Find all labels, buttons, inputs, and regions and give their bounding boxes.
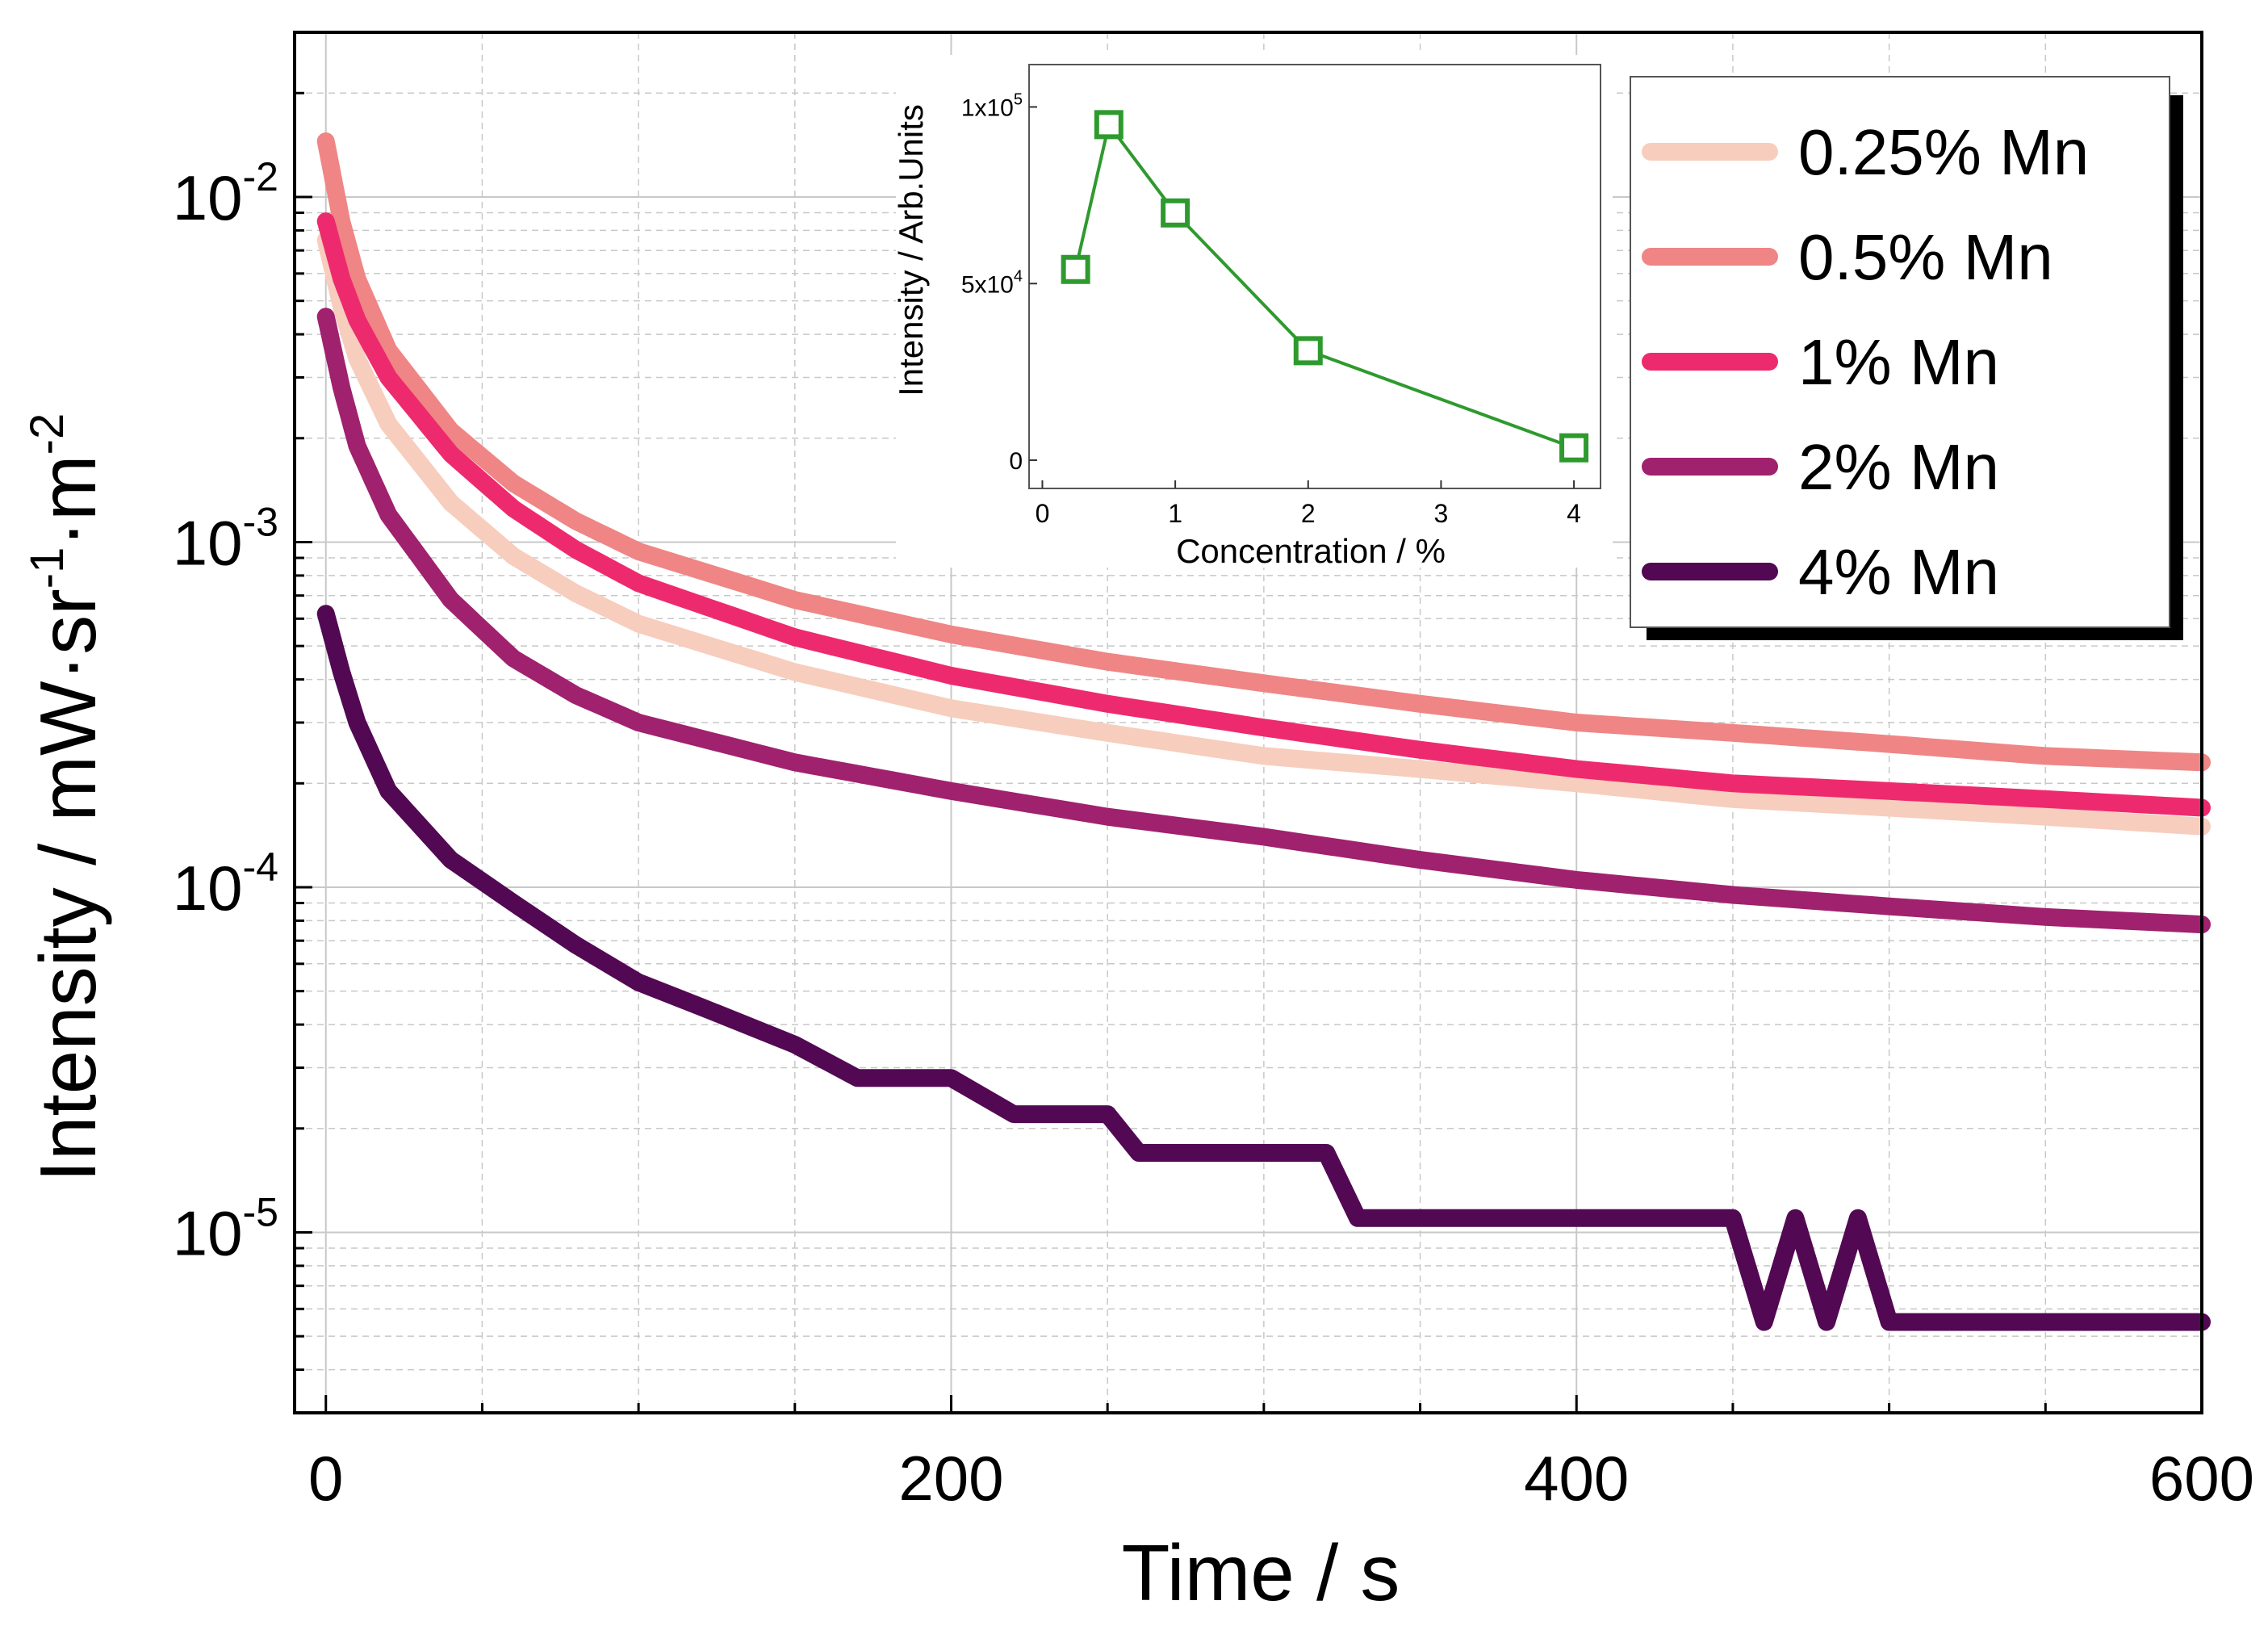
inset-x-tick-label: 3: [1434, 499, 1449, 528]
y-axis-title: Intensity / mW·sr-1·m-2: [21, 413, 112, 1183]
inset-x-tick-label: 0: [1036, 499, 1050, 528]
inset-marker: [1293, 336, 1323, 366]
inset-chart: 0 1 2 3 4 0 5x104 1x105 Concentration / % Inten…: [892, 55, 1613, 570]
inset-x-tick-label: 1: [1168, 499, 1182, 528]
y-tick-label: 10-5: [173, 1189, 278, 1268]
x-tick-label: 200: [898, 1443, 1003, 1514]
x-tick-label: 400: [1524, 1443, 1629, 1514]
legend-label-2: 0.5% Mn: [1798, 221, 2053, 293]
legend-box: [1630, 76, 2170, 628]
inset-marker: [1161, 198, 1190, 228]
y-tick-label: 10-2: [173, 154, 278, 233]
legend-label-4: 2% Mn: [1798, 431, 1999, 503]
inset-x-tick-label: 4: [1567, 499, 1581, 528]
series-line-2: [316, 132, 2211, 772]
x-tick-label: 0: [308, 1443, 343, 1514]
x-tick-label: 600: [2149, 1443, 2254, 1514]
main-ticks: [295, 31, 2203, 1414]
inset-x-tick-label: 2: [1301, 499, 1316, 528]
y-axis-title-mid: ·m: [23, 455, 112, 547]
series-line-4: [316, 308, 2211, 934]
inset-series-group: [1061, 110, 1589, 463]
inset-y-tick-label: 5x104: [961, 267, 1023, 298]
y-tick-label: 10-3: [173, 499, 278, 578]
legend-label-3: 1% Mn: [1798, 326, 1999, 398]
series-line-3: [316, 212, 2211, 817]
inset-marker: [1559, 433, 1589, 463]
inset-tick-labels: 0 1 2 3 4 0 5x104 1x105: [961, 91, 1581, 529]
main-series-group: [316, 132, 2211, 1331]
inset-y-axis-title: Intensity / Arb.Units: [892, 104, 930, 396]
legend-label-1: 0.25% Mn: [1798, 116, 2089, 188]
inset-marker: [1094, 110, 1124, 140]
y-axis-title-main: Intensity / mW·sr: [23, 589, 112, 1182]
inset-plot-frame: [1028, 64, 1601, 489]
inset-background: [896, 55, 1613, 568]
inset-y-tick-label: 1x105: [961, 91, 1023, 122]
inset-ticks: [1029, 106, 1575, 488]
y-tick-label: 10-4: [173, 844, 278, 924]
inset-marker: [1061, 254, 1090, 284]
y-axis-title-sup1: -1: [21, 547, 73, 589]
inset-x-axis-title: Concentration / %: [1176, 532, 1446, 570]
inset-y-tick-label: 0: [1009, 448, 1023, 475]
series-line-1: [316, 231, 2211, 836]
y-axis-title-sup2: -2: [21, 413, 73, 455]
legend: 0.25% Mn 0.5% Mn 1% Mn 2% Mn 4% Mn: [1630, 76, 2183, 640]
series-line-5: [316, 605, 2211, 1331]
legend-label-5: 4% Mn: [1798, 536, 1999, 608]
x-axis-title: Time / s: [1122, 1528, 1400, 1617]
